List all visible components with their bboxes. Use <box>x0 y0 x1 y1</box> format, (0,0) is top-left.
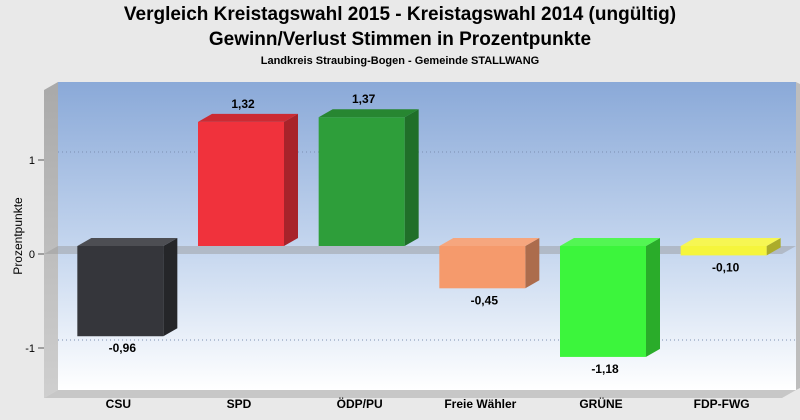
bar-front <box>318 117 405 246</box>
plot-floor <box>44 390 796 398</box>
data-label: -1,18 <box>591 362 619 376</box>
bar <box>680 238 781 256</box>
bar-top <box>318 109 419 118</box>
bar <box>439 238 540 289</box>
plot-right-edge <box>796 82 800 390</box>
bar-top <box>198 113 298 122</box>
bar-front <box>439 246 526 289</box>
bar-top <box>77 238 178 246</box>
data-label: -0,45 <box>471 293 499 307</box>
bar-side <box>284 113 298 246</box>
chart-caption: Landkreis Straubing-Bogen - Gemeinde STA… <box>260 55 540 67</box>
bar-side <box>766 238 781 256</box>
y-tick-label: 0 <box>29 249 35 261</box>
bar <box>77 238 178 337</box>
bar-front <box>680 246 767 256</box>
bar-top <box>439 238 540 246</box>
plot-side-wall <box>44 82 58 398</box>
data-label: 1,32 <box>231 97 255 111</box>
data-label: -0,96 <box>109 341 137 355</box>
bar-top <box>680 238 781 246</box>
bar-top <box>560 238 660 246</box>
bar <box>318 109 419 246</box>
chart-subtitle: Gewinn/Verlust Stimmen in Prozentpunkte <box>208 29 592 50</box>
plot-background <box>58 82 796 390</box>
bar-front <box>198 121 284 246</box>
x-tick-label: FDP-FWG <box>694 397 750 411</box>
data-label: -0,10 <box>712 260 740 274</box>
x-tick-label: GRÜNE <box>579 396 622 411</box>
y-tick-label: 1 <box>29 155 35 167</box>
bar-front <box>77 246 164 337</box>
data-label: 1,37 <box>352 92 376 106</box>
x-tick-label: Freie Wähler <box>444 397 516 411</box>
bar-front <box>560 246 646 357</box>
x-tick-label: CSU <box>106 397 131 411</box>
x-tick-label: SPD <box>227 397 252 411</box>
chart-title: Vergleich Kreistagswahl 2015 - Kreistags… <box>123 4 677 25</box>
y-tick-label: -1 <box>25 343 35 355</box>
bar-side <box>163 238 178 337</box>
bar-side <box>404 109 419 246</box>
bar <box>198 113 298 246</box>
bar-side <box>525 238 540 289</box>
bar-side <box>646 238 660 357</box>
x-tick-label: ÖDP/PU <box>337 396 383 411</box>
y-axis-label: Prozentpunkte <box>11 197 25 275</box>
bar <box>560 238 660 357</box>
